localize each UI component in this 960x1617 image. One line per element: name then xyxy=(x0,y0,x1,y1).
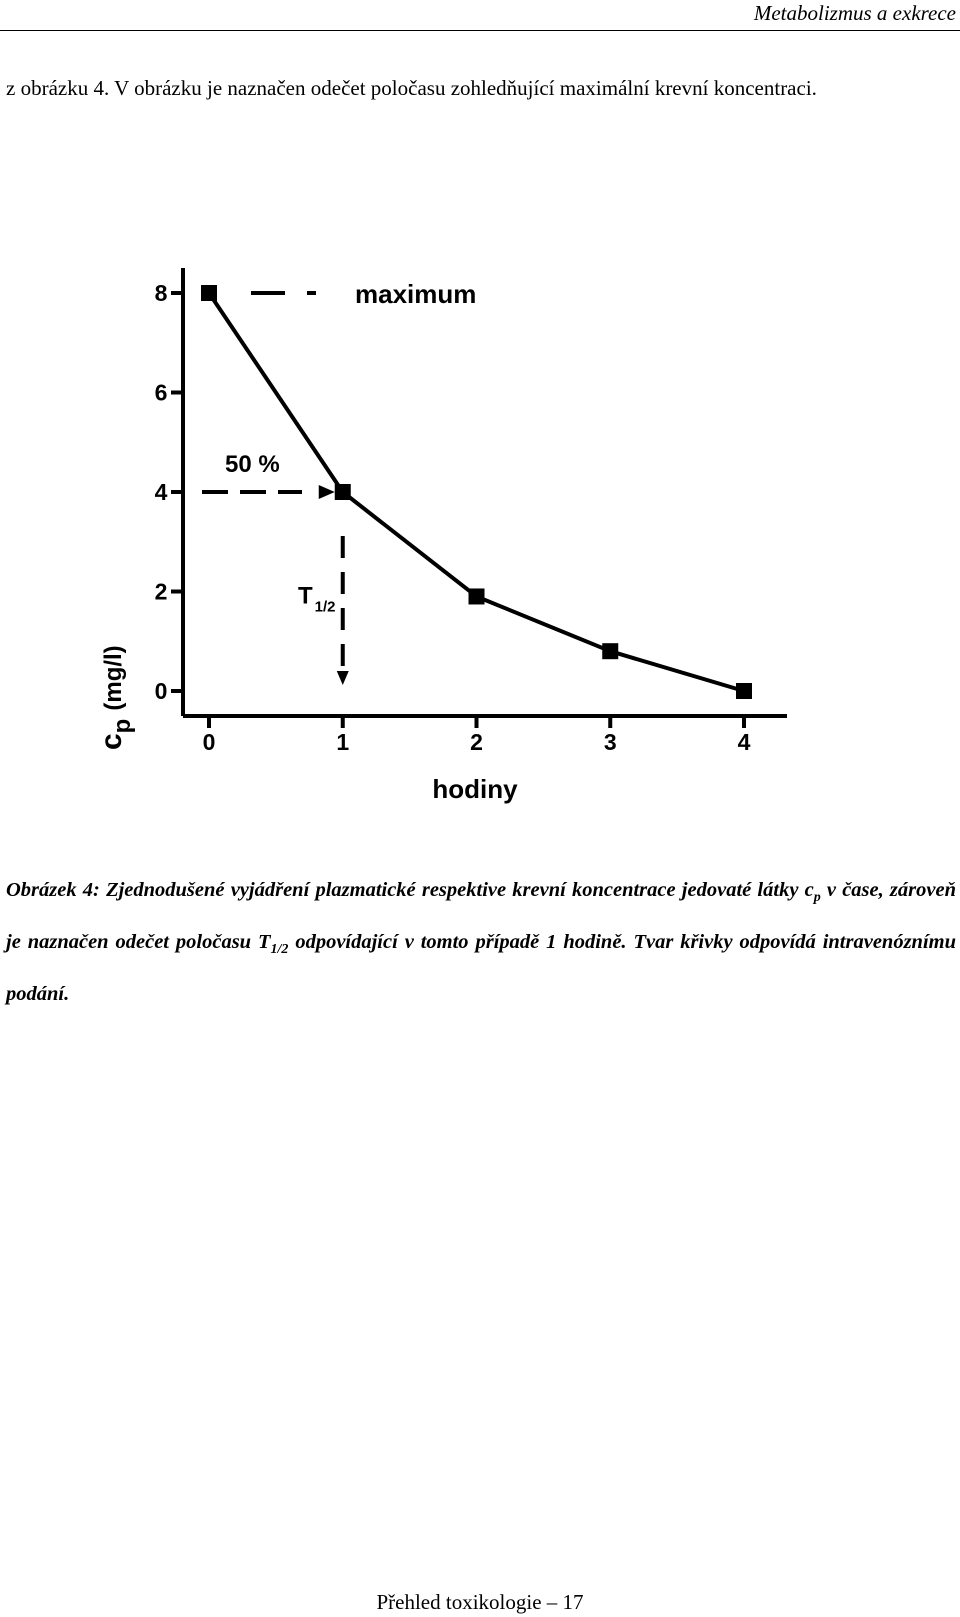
caption-sub-p: p xyxy=(813,890,821,906)
fifty-percent-label: 50 % xyxy=(225,451,280,478)
page-footer: Přehled toxikologie – 17 xyxy=(0,1590,960,1615)
x-tick-label: 2 xyxy=(470,729,483,755)
x-tick-label: 0 xyxy=(203,729,216,755)
caption-tail: odpovídající v tomto případě 1 hodině. T… xyxy=(6,931,956,1006)
series-markers xyxy=(201,285,752,699)
half-life-label: T 1/2 xyxy=(298,583,336,616)
caption-mid: v čase, zároveň je naznačen odečet poloč… xyxy=(6,879,956,954)
y-tick-label: 6 xyxy=(155,380,168,406)
concentration-chart: cp (mg/l) 0 2 4 6 8 0 1 2 3 4 maximum 50 % T 1/2 hod… xyxy=(95,268,787,804)
y-axis-label-main: c xyxy=(95,733,128,750)
y-axis-label-unit: (mg/l) xyxy=(100,645,127,710)
x-tick-label: 4 xyxy=(738,729,751,755)
caption-lead: Obrázek 4: Zjednodušené vyjádření plazma… xyxy=(6,879,814,901)
x-tick-label: 3 xyxy=(604,729,617,755)
y-tick-label: 4 xyxy=(155,479,168,505)
y-axis-label-sub: p xyxy=(109,719,136,734)
running-title: Metabolizmus a exkrece xyxy=(753,1,956,25)
y-tick-label: 8 xyxy=(155,280,168,306)
data-point xyxy=(602,643,619,660)
maximum-label: maximum xyxy=(355,279,476,309)
data-point xyxy=(736,683,752,699)
axes xyxy=(181,268,787,718)
y-axis-label: cp (mg/l) xyxy=(95,645,136,750)
intro-paragraph: z obrázku 4. V obrázku je naznačen odeče… xyxy=(6,76,817,100)
annotations: maximum 50 % T 1/2 xyxy=(202,279,476,685)
data-point xyxy=(201,285,217,301)
data-point xyxy=(334,484,351,500)
x-ticks: 0 1 2 3 4 xyxy=(203,716,751,755)
svg-text:cp(mg/l): cp (mg/l) xyxy=(95,645,136,750)
y-tick-label: 2 xyxy=(155,579,168,605)
running-header: Metabolizmus a exkrece xyxy=(0,0,960,31)
y-ticks: 0 2 4 6 8 xyxy=(155,280,183,704)
figure-caption: Obrázek 4: Zjednodušené vyjádření plazma… xyxy=(6,868,956,1016)
caption-sub-half: 1/2 xyxy=(270,942,289,958)
data-point xyxy=(468,588,485,605)
footer-label: Přehled toxikologie – 17 xyxy=(376,1590,584,1614)
y-tick-label: 0 xyxy=(155,678,168,704)
x-axis-label: hodiny xyxy=(432,774,518,804)
half-life-arrowhead xyxy=(336,671,349,685)
fifty-percent-arrowhead xyxy=(318,485,335,499)
x-tick-label: 1 xyxy=(336,729,349,755)
